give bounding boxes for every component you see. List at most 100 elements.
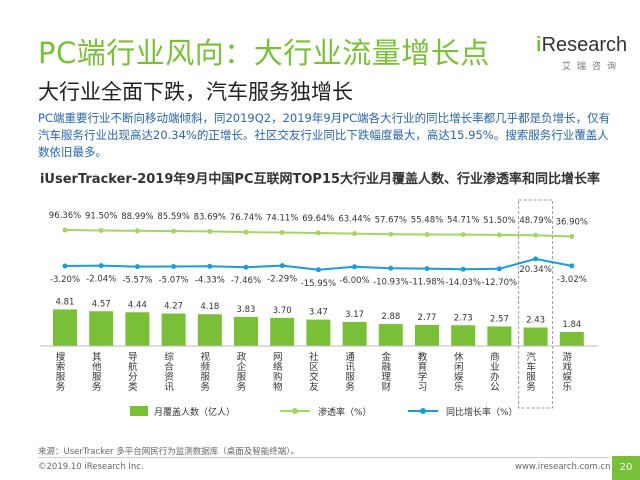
bar-label-8: 3.47 xyxy=(309,308,328,318)
category-char: 车 xyxy=(526,361,536,373)
bar-2 xyxy=(89,311,114,346)
penetration-label-2: 91.50% xyxy=(85,212,117,222)
category-char: 育 xyxy=(418,361,428,373)
category-char: 乐 xyxy=(563,381,573,393)
penetration-label-7: 74.11% xyxy=(266,213,298,223)
growth-point-15 xyxy=(569,263,575,269)
category-char: 类 xyxy=(128,381,138,393)
category-char: 社 xyxy=(309,351,319,363)
category-char: 务 xyxy=(92,381,102,393)
category-char: 戏 xyxy=(563,361,573,373)
category-char: 闲 xyxy=(454,362,464,373)
growth-label-1: -3.20% xyxy=(50,275,80,285)
slide-title: PC端行业风向：大行业流量增长点 xyxy=(38,36,490,70)
growth-label-14: 20.34% xyxy=(519,265,551,275)
penetration-label-5: 83.69% xyxy=(194,212,226,222)
category-char: 游 xyxy=(563,351,573,363)
bar-label-3: 4.44 xyxy=(128,300,147,310)
penetration-label-11: 55.48% xyxy=(411,215,443,225)
category-char: 网 xyxy=(273,352,283,363)
bar-12 xyxy=(451,325,476,346)
category-char: 理 xyxy=(382,372,392,383)
category-char: 学 xyxy=(418,371,428,383)
bar-4 xyxy=(161,313,186,346)
growth-label-12: -14.03% xyxy=(445,278,480,288)
category-char: 讯 xyxy=(345,362,355,373)
growth-label-4: -5.07% xyxy=(159,276,189,286)
penetration-label-13: 51.50% xyxy=(483,216,515,226)
category-char: 服 xyxy=(526,372,536,383)
bar-label-4: 4.27 xyxy=(164,302,183,312)
legend-bar-label: 月覆盖人数（亿人） xyxy=(154,406,235,418)
growth-label-15: -3.02% xyxy=(557,275,587,285)
growth-label-6: -7.46% xyxy=(231,276,261,286)
bar-label-11: 2.77 xyxy=(418,313,437,323)
bar-8 xyxy=(306,319,331,346)
category-char: 财 xyxy=(382,381,392,393)
category-char: 务 xyxy=(201,381,211,393)
category-char: 务 xyxy=(526,381,536,393)
category-char: 休 xyxy=(454,351,464,363)
category-char: 服 xyxy=(92,372,102,383)
logo-wordmark: iResearch xyxy=(536,34,628,56)
category-char: 分 xyxy=(128,372,138,383)
growth-point-4 xyxy=(171,264,177,270)
legend-bar-swatch xyxy=(130,406,148,416)
bar-label-7: 3.70 xyxy=(273,306,292,316)
growth-point-5 xyxy=(207,263,213,269)
bar-label-5: 4.18 xyxy=(200,302,219,312)
growth-label-7: -2.29% xyxy=(267,275,297,285)
category-char: 他 xyxy=(92,361,102,373)
penetration-label-9: 63.44% xyxy=(338,215,370,225)
category-char: 办 xyxy=(490,371,500,383)
bar-label-10: 2.88 xyxy=(381,312,400,322)
legend-growth-marker xyxy=(420,408,426,414)
category-char: 导 xyxy=(128,352,138,363)
category-char: 航 xyxy=(128,361,138,373)
bar-label-9: 3.17 xyxy=(345,310,364,320)
category-char: 频 xyxy=(201,361,211,373)
category-char: 融 xyxy=(382,362,392,373)
bar-1 xyxy=(53,309,77,346)
bar-10 xyxy=(378,324,403,346)
penetration-label-6: 76.74% xyxy=(230,213,262,223)
penetration-point-2 xyxy=(98,228,104,234)
growth-point-11 xyxy=(424,266,430,272)
penetration-point-7 xyxy=(279,229,285,235)
penetration-label-15: 36.90% xyxy=(556,218,588,228)
category-char: 乐 xyxy=(454,381,464,393)
bar-label-1: 4.81 xyxy=(56,297,75,307)
bar-7 xyxy=(270,317,295,346)
category-char: 视 xyxy=(201,351,211,363)
category-char: 讯 xyxy=(164,382,174,393)
category-char: 交 xyxy=(309,371,319,383)
growth-point-6 xyxy=(243,264,249,270)
penetration-point-1 xyxy=(62,227,68,233)
category-char: 购 xyxy=(273,371,283,383)
logo-subtext: 艾瑞咨询 xyxy=(562,62,623,72)
category-char: 务 xyxy=(345,381,355,393)
category-char: 企 xyxy=(237,361,247,373)
category-char: 金 xyxy=(382,351,392,363)
slide-subtitle: 大行业全面下跌，汽车服务独增长 xyxy=(38,80,353,104)
website-link[interactable]: www.iresearch.com.cn xyxy=(515,462,611,472)
growth-label-2: -2.04% xyxy=(86,275,116,285)
slide-description: PC端重要行业不断向移动端倾斜，同2019Q2，2019年9月PC端各大行业的同… xyxy=(38,111,611,159)
penetration-point-10 xyxy=(388,231,394,237)
legend-growth-label: 同比增长率（%） xyxy=(446,406,518,418)
growth-point-14 xyxy=(533,256,539,262)
growth-point-1 xyxy=(62,263,68,269)
bar-label-6: 3.83 xyxy=(237,305,256,315)
penetration-point-6 xyxy=(243,229,249,235)
growth-label-10: -10.93% xyxy=(373,277,408,287)
bar-3 xyxy=(125,312,150,346)
bar-label-12: 2.73 xyxy=(454,313,473,323)
penetration-point-8 xyxy=(315,230,321,236)
penetration-label-1: 96.36% xyxy=(49,211,81,221)
penetration-label-4: 85.59% xyxy=(157,212,189,222)
category-char: 教 xyxy=(418,351,428,363)
category-char: 政 xyxy=(237,351,247,363)
page-number: 20 xyxy=(612,456,640,480)
penetration-label-14: 48.79% xyxy=(519,216,551,226)
highlight-box xyxy=(518,199,554,409)
